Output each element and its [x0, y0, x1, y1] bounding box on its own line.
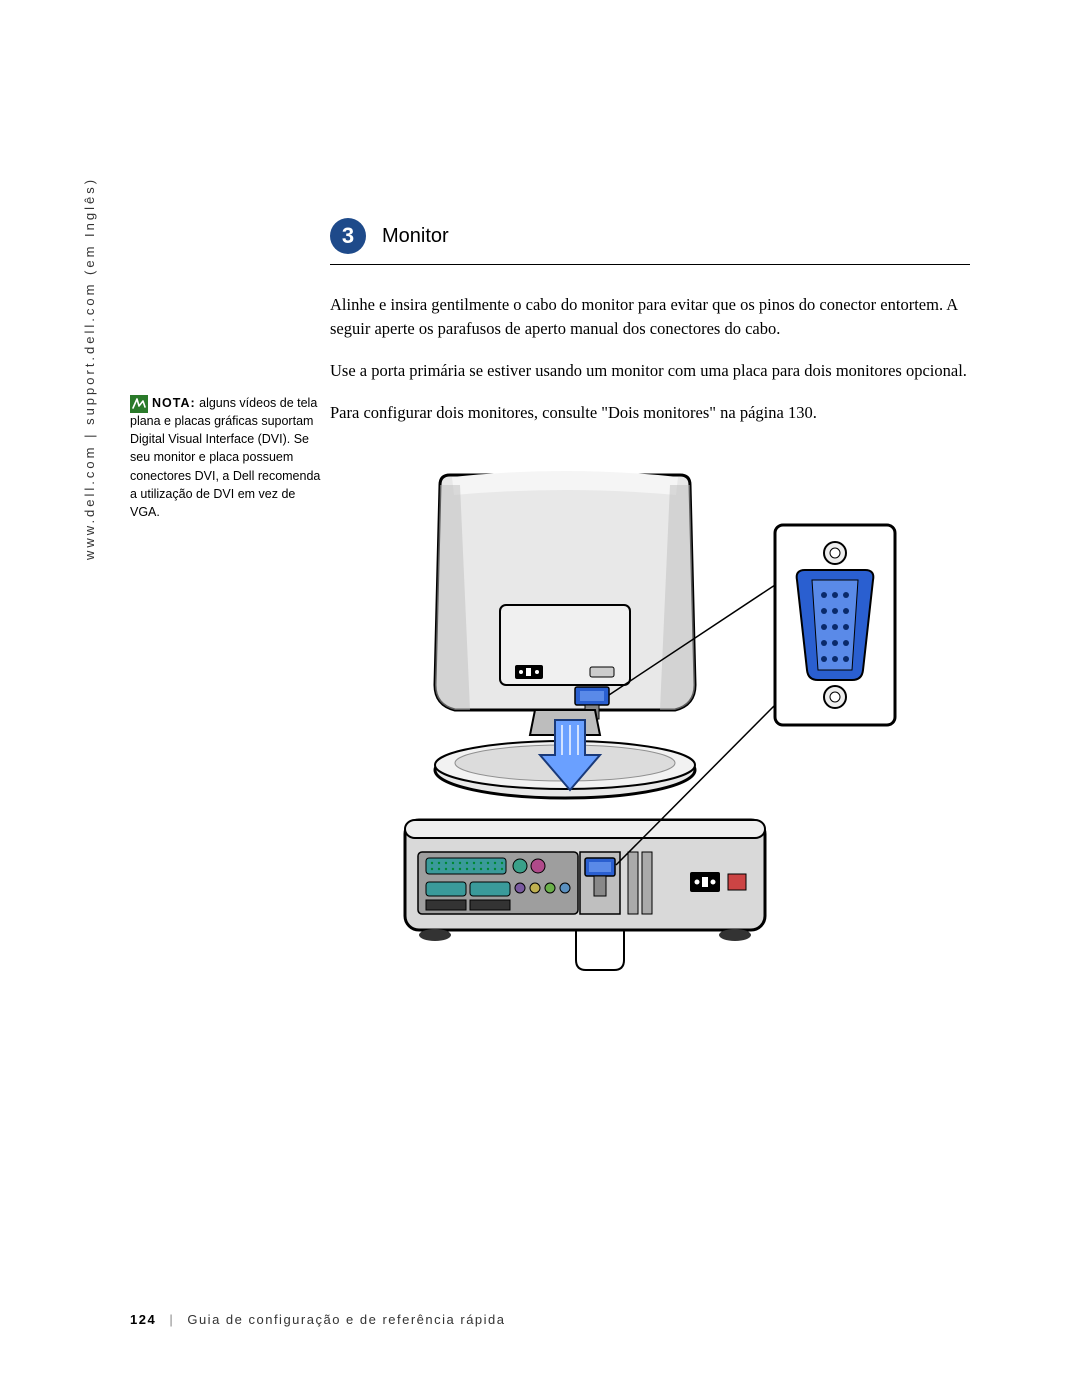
note-block: NOTA: alguns vídeos de tela plana e plac…	[130, 394, 322, 521]
body-paragraph-1: Alinhe e insira gentilmente o cabo do mo…	[330, 293, 970, 341]
page-footer: 124 | Guia de configuração e de referênc…	[130, 1312, 506, 1327]
body-paragraph-2: Use a porta primária se estiver usando u…	[330, 359, 970, 383]
page-number: 124	[130, 1312, 156, 1327]
note-icon	[130, 395, 148, 413]
side-url-text: www.dell.com | support.dell.com (em Ingl…	[82, 177, 97, 560]
step-number-badge: 3	[330, 218, 366, 254]
connection-diagram	[380, 455, 970, 1030]
note-text: alguns vídeos de tela plana e placas grá…	[130, 396, 320, 519]
body-paragraph-3: Para configurar dois monitores, consulte…	[330, 401, 970, 425]
footer-title: Guia de configuração e de referência ráp…	[187, 1312, 505, 1327]
footer-separator: |	[169, 1312, 174, 1327]
step-header: 3 Monitor	[330, 218, 970, 265]
step-title: Monitor	[382, 225, 449, 248]
note-label: NOTA:	[152, 396, 196, 410]
page-content: 3 Monitor Alinhe e insira gentilmente o …	[130, 218, 970, 1030]
